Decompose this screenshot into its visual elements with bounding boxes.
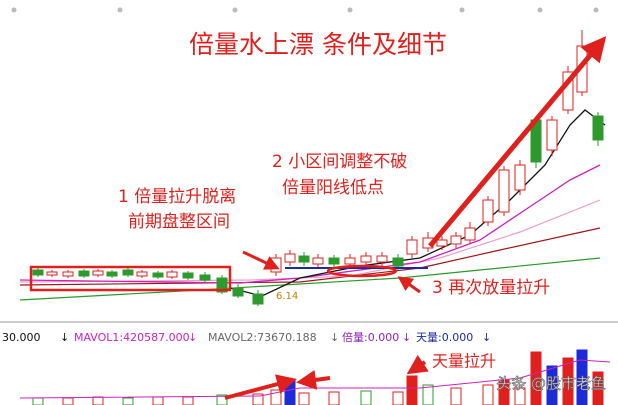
candle-body	[482, 199, 494, 223]
volume-bar	[328, 391, 340, 405]
arrow	[397, 276, 421, 294]
candle-body	[328, 257, 340, 265]
candle-body	[46, 271, 58, 276]
arrow	[406, 354, 429, 375]
candle-body	[498, 169, 510, 213]
volume-bar	[92, 396, 104, 405]
price-label: 6.14	[276, 291, 298, 302]
indicator-item: ↓	[330, 331, 339, 344]
volume-bar	[216, 394, 228, 405]
indicator-item: 倍量:0.000	[342, 330, 399, 344]
candle-body	[298, 255, 310, 263]
candle-body	[592, 115, 604, 141]
annotation: 3 再次放量拉升	[432, 278, 550, 298]
volume-bar	[422, 384, 434, 405]
candle-body	[360, 255, 372, 263]
candle-body	[376, 255, 388, 263]
indicator-item: MAVOL2:73670.188	[208, 331, 317, 344]
arrow	[242, 250, 280, 270]
candle-body	[216, 277, 228, 293]
volume-bar	[392, 391, 404, 405]
candle-body	[62, 271, 74, 277]
icon	[459, 7, 465, 13]
indicator-item: ↓	[482, 331, 491, 344]
candle-body	[464, 227, 476, 241]
ma-line	[19, 164, 601, 284]
title: 倍量水上漂 条件及细节	[189, 30, 447, 59]
candle-body	[392, 257, 404, 267]
volume-bar	[252, 393, 264, 405]
candles	[32, 30, 604, 306]
indicator-item: 天量:0.000	[416, 331, 473, 344]
candle-body	[92, 270, 104, 276]
candle-body	[312, 257, 324, 265]
candle-body	[122, 269, 134, 276]
arrow	[296, 369, 331, 390]
candle-body	[166, 271, 178, 278]
volume-bar	[152, 396, 164, 405]
candle-body	[78, 270, 90, 277]
candle-body	[252, 293, 264, 305]
volume-bar	[530, 351, 542, 405]
icon	[537, 7, 543, 13]
annotation: 前期盘整区间	[128, 212, 230, 232]
annotation: 2 小区间调整不破	[272, 152, 407, 172]
volume-bar	[182, 396, 194, 405]
candle-body	[106, 271, 118, 277]
indicator-item: 30.000	[2, 331, 41, 344]
candle-body	[182, 272, 194, 279]
candle-body	[152, 272, 164, 278]
candle-body	[199, 274, 211, 281]
candle-body	[344, 257, 356, 265]
icon	[347, 7, 353, 13]
indicator-item: MAVOL1:420587.000	[74, 331, 190, 344]
candle-body	[232, 287, 244, 297]
icon	[232, 7, 238, 13]
indicator-item: ↓	[60, 331, 69, 344]
volume-bar	[32, 397, 44, 405]
watermark: 头条 @股市老鱼	[496, 375, 606, 393]
arrow	[428, 36, 607, 248]
volume-bar	[450, 387, 462, 405]
candle-body	[514, 164, 526, 191]
consolidation-box	[29, 265, 232, 292]
volume-bar	[514, 387, 526, 405]
candle-body	[406, 239, 418, 255]
candle-body	[136, 271, 148, 277]
icon	[593, 7, 599, 13]
volume-bar	[360, 390, 372, 405]
volume-bar	[546, 365, 558, 405]
volume-bar	[562, 357, 574, 405]
annotation: 倍量阳线低点	[282, 178, 384, 198]
indicator-bar: 30.000 ↓ MAVOL1:420587.000↓ MAVOL2:73670.18…	[2, 330, 491, 344]
volume-bar	[576, 349, 588, 405]
icon	[11, 7, 17, 13]
toolbar-icons	[11, 7, 599, 13]
volume-annotation: 天量拉升	[432, 352, 496, 371]
volume-bar	[298, 392, 310, 405]
candle-body	[436, 239, 448, 247]
indicator-item: ↓	[402, 331, 411, 344]
annotation: 1 倍量拉升脱离	[118, 187, 236, 207]
candle-body	[32, 269, 44, 276]
volume-bar	[482, 384, 494, 405]
indicator-item: ↓	[188, 331, 197, 344]
icon	[117, 7, 123, 13]
candle-body	[546, 119, 558, 151]
arrow	[224, 374, 297, 400]
volume-bar	[62, 397, 74, 405]
volume-bar	[406, 375, 418, 405]
volume-bars	[19, 349, 611, 405]
adjustment-ellipse	[326, 264, 398, 278]
candle-body	[450, 235, 462, 245]
candle-body	[284, 253, 296, 263]
vol-ma	[19, 359, 611, 399]
volume-bar	[592, 371, 604, 405]
volume-bar	[122, 397, 134, 405]
arrows	[224, 36, 607, 400]
